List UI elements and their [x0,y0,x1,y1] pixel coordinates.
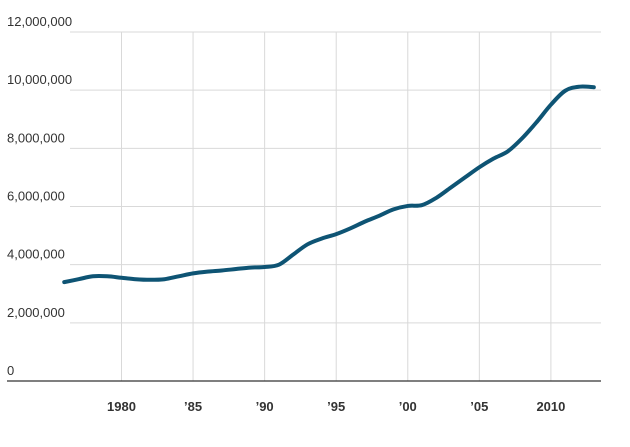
series-line-0 [62,84,596,285]
y-tick-label-0: 0 [7,363,14,378]
y-tick-label-4: 8,000,000 [7,130,65,145]
x-tick-label-5: ’05 [470,399,488,414]
y-axis-tick-labels: 0 2,000,000 4,000,000 6,000,000 8,000,000 10,… [7,14,72,378]
x-tick-label-2: ’90 [256,399,274,414]
x-axis-tick-labels: 1980 ’85 ’90 ’95 ’00 ’05 2010 [107,399,565,414]
x-tick-label-6: 2010 [536,399,565,414]
y-tick-label-3: 6,000,000 [7,189,65,204]
y-tick-label-6: 12,000,000 [7,14,72,29]
x-tick-label-3: ’95 [327,399,345,414]
series [62,84,596,285]
y-tick-label-5: 10,000,000 [7,72,72,87]
x-tick-label-4: ’00 [399,399,417,414]
gridlines [70,31,601,381]
x-tick-label-1: ’85 [184,399,202,414]
y-tick-label-1: 2,000,000 [7,305,65,320]
y-tick-label-2: 4,000,000 [7,247,65,262]
x-tick-label-0: 1980 [107,399,136,414]
